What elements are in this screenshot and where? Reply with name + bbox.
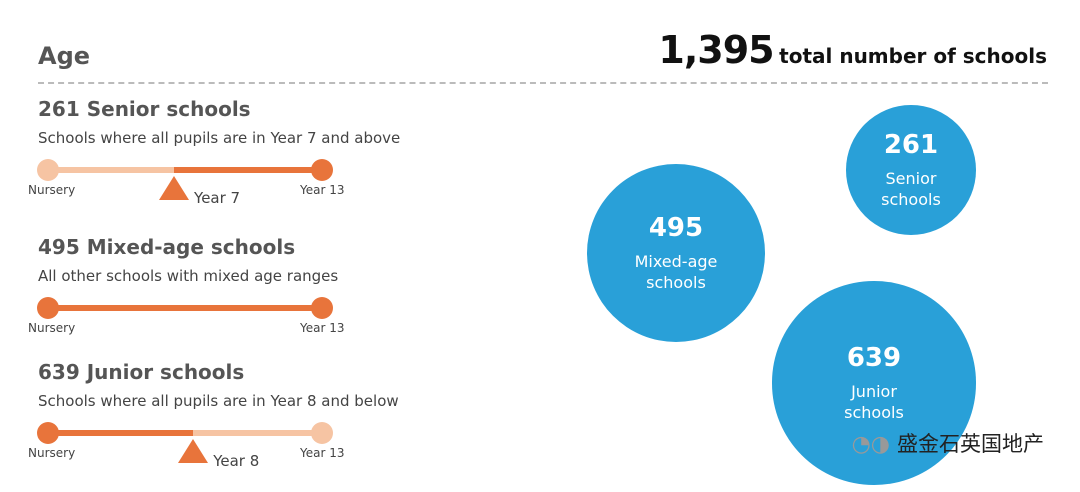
watermark-text: 盛金石英国地产 <box>897 432 1044 456</box>
scale-dot <box>37 159 59 181</box>
marker-triangle <box>178 439 209 463</box>
scale-bar <box>48 305 322 311</box>
group-description: Schools where all pupils are in Year 7 a… <box>38 129 401 147</box>
scale-end: Year 13 <box>300 321 345 335</box>
scale-bar <box>48 430 194 436</box>
scale-dot <box>311 422 333 444</box>
total: 1,395 total number of schools <box>658 28 1047 72</box>
section-title: Age <box>38 42 91 70</box>
scale-bar <box>48 167 175 173</box>
group-name: Junior schools <box>86 360 245 384</box>
scale-bar <box>174 167 322 173</box>
bubble-count: 495 <box>648 212 704 243</box>
group-count: 639 <box>38 360 80 384</box>
group-count: 495 <box>38 235 80 259</box>
scale-dot <box>37 422 59 444</box>
scale-start: Nursery <box>28 446 76 460</box>
bubble: 639 Junior schools <box>772 281 976 485</box>
scale-end: Year 13 <box>300 446 345 460</box>
group-count: 261 <box>38 97 80 121</box>
group-description: Schools where all pupils are in Year 8 a… <box>38 392 399 410</box>
group-heading: 495 Mixed-age schools <box>38 235 295 259</box>
scale-dot <box>311 159 333 181</box>
group-heading: 639 Junior schools <box>38 360 244 384</box>
bubble-count: 261 <box>883 129 939 160</box>
bubble-label: Senior schools <box>881 168 941 209</box>
bubble: 495 Mixed-age schools <box>586 163 766 343</box>
bubble-count: 639 <box>846 342 902 373</box>
scale-dot <box>311 297 333 319</box>
scale-start: Nursery <box>28 183 76 197</box>
total-text: total number of schools <box>779 44 1047 68</box>
bubble: 261 Senior schools <box>846 105 976 235</box>
wechat-icon: ◔◑ <box>851 432 897 457</box>
bubble-label: Junior schools <box>844 381 904 422</box>
group-description: All other schools with mixed age ranges <box>38 267 339 285</box>
watermark: ◔◑ 盛金石英国地产 <box>852 428 1044 458</box>
total-number: 1,395 <box>658 28 774 72</box>
scale-bar <box>193 430 322 436</box>
scale-dot <box>37 297 59 319</box>
scale-end: Year 13 <box>300 183 345 197</box>
divider <box>38 82 1048 84</box>
group-name: Mixed-age schools <box>86 235 296 259</box>
marker-label: Year 7 <box>194 189 241 207</box>
group-name: Senior schools <box>86 97 251 121</box>
marker-triangle <box>159 176 190 200</box>
group-heading: 261 Senior schools <box>38 97 251 121</box>
scale-start: Nursery <box>28 321 76 335</box>
marker-label: Year 8 <box>213 452 260 470</box>
bubble-label: Mixed-age schools <box>634 251 718 292</box>
